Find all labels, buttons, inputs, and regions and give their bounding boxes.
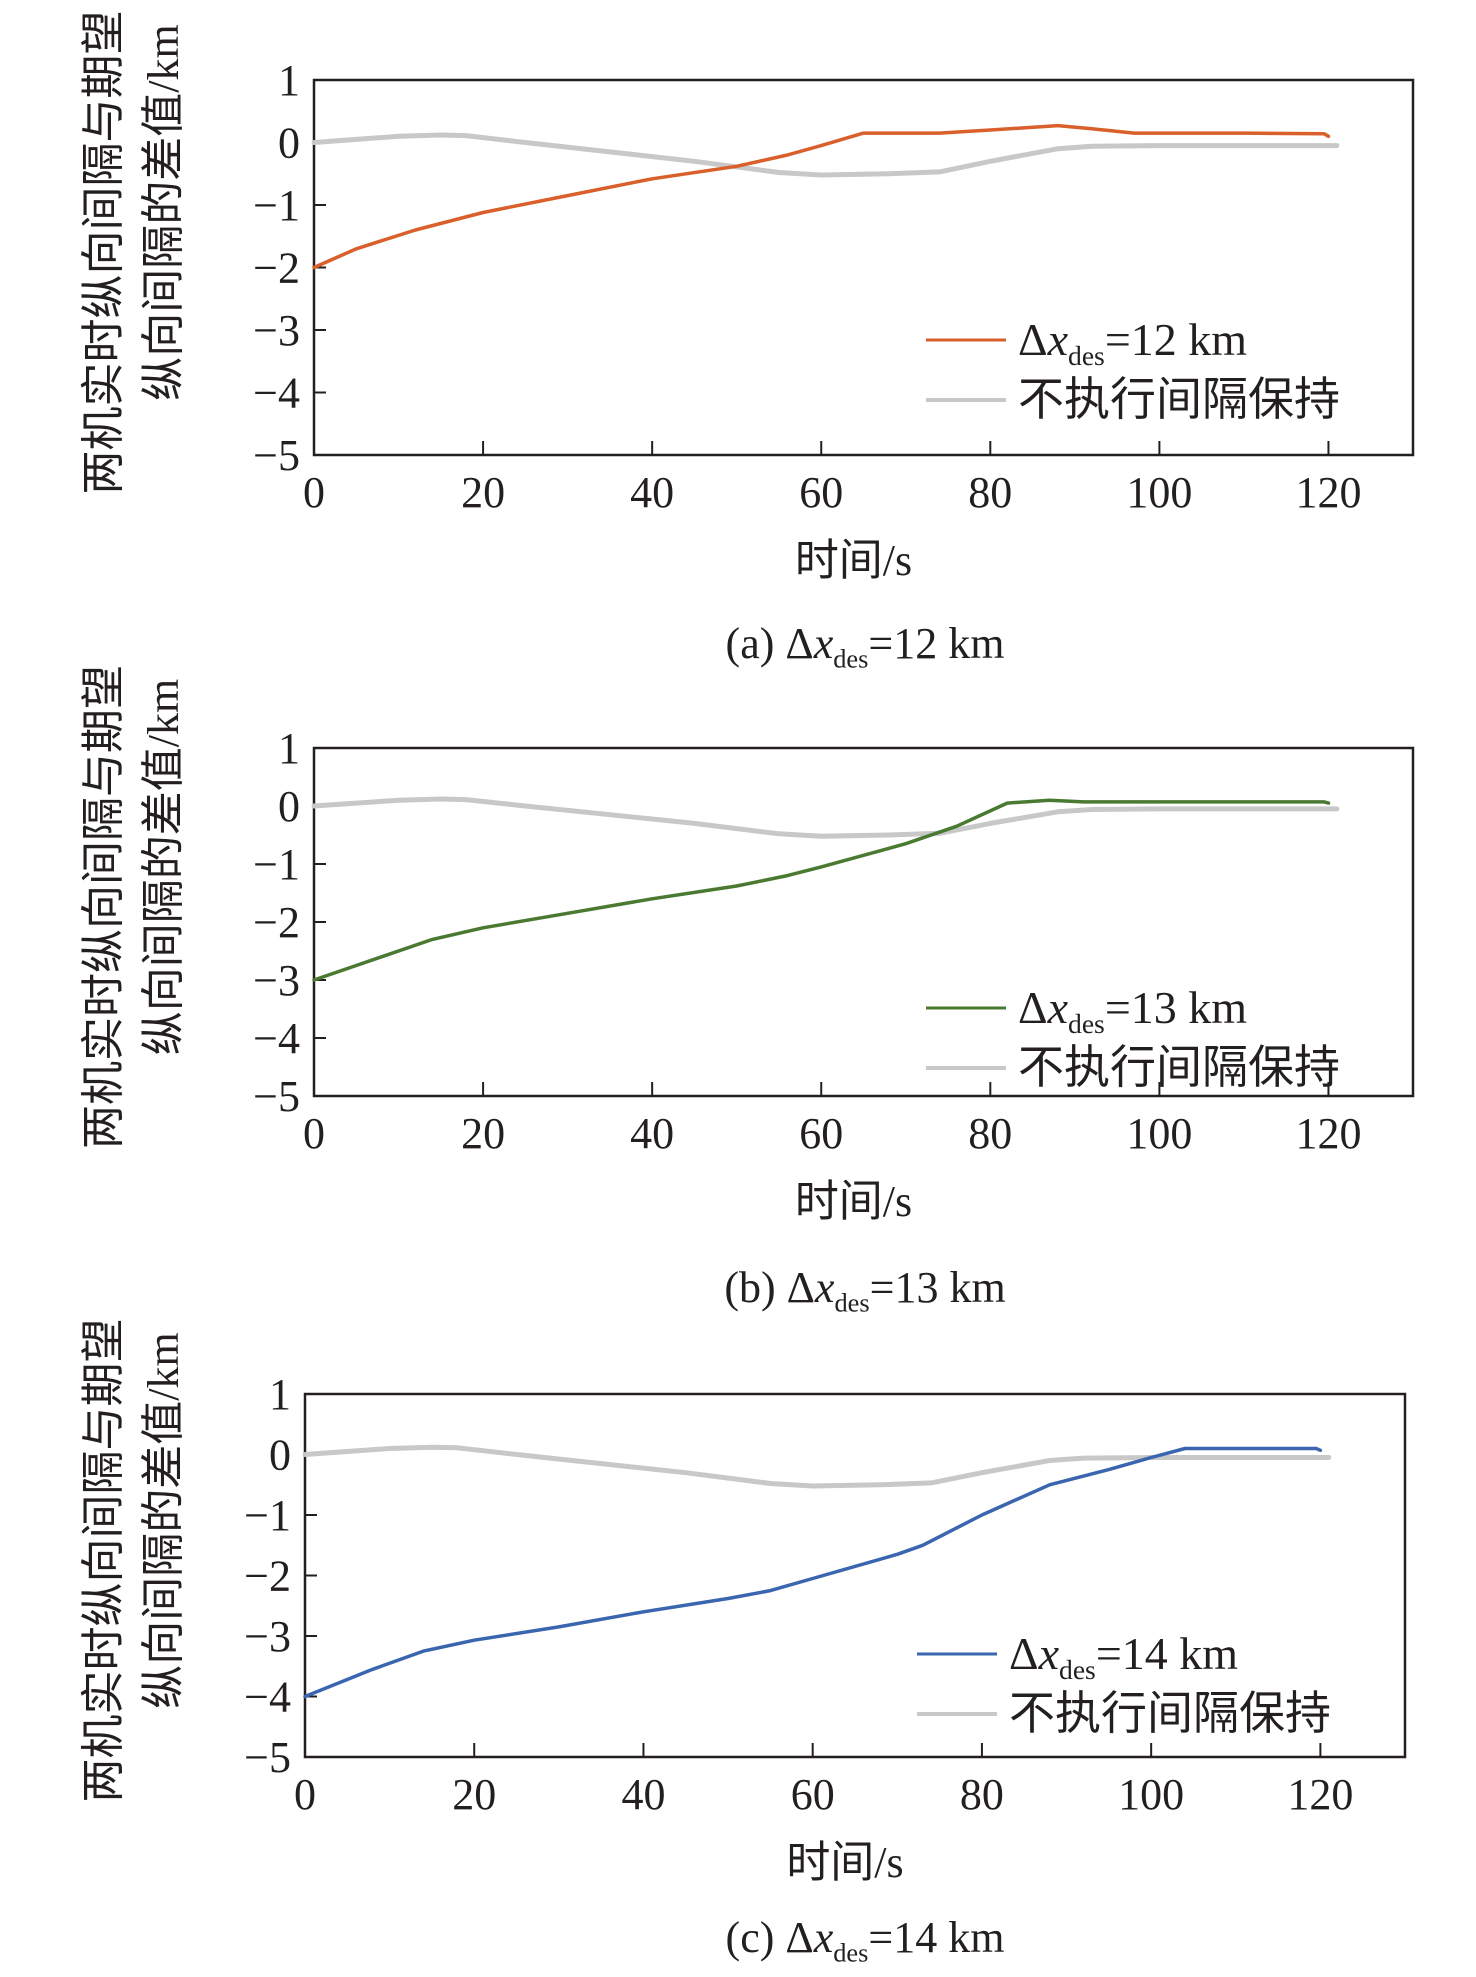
y-tick-label: −5 xyxy=(253,431,300,480)
legend-label-1: 不执行间隔保持 xyxy=(1018,374,1340,425)
y-tick-label: 0 xyxy=(278,782,300,831)
x-tick-label: 40 xyxy=(630,468,674,517)
chart-panel-1: 0 20 40 60 80 100 120 1 0 −1 −2 −3 −4 −5 时间/s 两机实时纵向间隔与… xyxy=(79,665,1415,1318)
subfigure-caption-suffix: =13 km xyxy=(870,1263,1006,1312)
x-tick-label: 100 xyxy=(1126,1109,1192,1158)
y-tick-label: −3 xyxy=(253,956,300,1005)
y-tick-label: −4 xyxy=(244,1673,291,1722)
legend-label-0-suffix: =12 km xyxy=(1105,314,1247,365)
legend-label-0-subscript: des xyxy=(1059,1654,1096,1685)
subfigure-caption: (a) Δxdes=12 km xyxy=(726,619,1005,674)
x-tick-label: 20 xyxy=(461,468,505,517)
y-tick-label: −1 xyxy=(253,840,300,889)
x-tick-label: 40 xyxy=(630,1109,674,1158)
legend-label-0: Δxdes=12 km xyxy=(1018,314,1247,371)
legend-label-0: Δxdes=14 km xyxy=(1009,1628,1238,1685)
legend-label-0-prefix: Δ xyxy=(1009,1628,1039,1679)
y-tick-label: 0 xyxy=(269,1431,291,1480)
x-tick-label: 0 xyxy=(303,1109,325,1158)
x-tick-label: 0 xyxy=(303,468,325,517)
chart-panel-2: 0 20 40 60 80 100 120 1 0 −1 −2 −3 −4 −5 时间/s 两机实时纵向间隔与… xyxy=(79,1319,1407,1968)
y-tick-label: −4 xyxy=(253,369,300,418)
series-line-1 xyxy=(302,1444,1332,1489)
legend-label-1: 不执行间隔保持 xyxy=(1018,1042,1340,1093)
x-tick-label: 120 xyxy=(1295,1109,1361,1158)
x-tick-label: 20 xyxy=(461,1109,505,1158)
x-tick-label: 80 xyxy=(968,468,1012,517)
y-tick-label: −1 xyxy=(244,1491,291,1540)
legend-label-0-var: x xyxy=(1047,314,1069,365)
subfigure-caption: (b) Δxdes=13 km xyxy=(724,1263,1005,1318)
legend-label-0: Δxdes=13 km xyxy=(1018,982,1247,1039)
subfigure-caption-prefix: (c) Δ xyxy=(726,1913,814,1962)
x-tick-label: 120 xyxy=(1287,1770,1353,1819)
series-line-1 xyxy=(311,132,1340,178)
subfigure-caption-var: x xyxy=(813,1913,834,1962)
y-axis-label-line1: 两机实时纵向间隔与期望 xyxy=(79,665,128,1149)
y-tick-label: 1 xyxy=(269,1370,291,1419)
y-axis-label-line1: 两机实时纵向间隔与期望 xyxy=(79,11,128,495)
x-tick-label: 100 xyxy=(1126,468,1192,517)
x-axis-label: 时间/s xyxy=(795,1177,912,1226)
y-tick-label: −5 xyxy=(244,1733,291,1782)
subfigure-caption-subscript: des xyxy=(833,1938,868,1968)
subfigure-caption-var: x xyxy=(813,619,834,668)
series-line-1 xyxy=(311,796,1340,839)
legend-label-0-suffix: =14 km xyxy=(1096,1628,1238,1679)
subfigure-caption-prefix: (b) Δ xyxy=(724,1263,815,1312)
y-tick-label: −3 xyxy=(253,306,300,355)
x-tick-label: 120 xyxy=(1295,468,1361,517)
x-tick-label: 60 xyxy=(791,1770,835,1819)
x-tick-label: 100 xyxy=(1118,1770,1184,1819)
y-tick-label: 1 xyxy=(278,724,300,773)
y-axis-label-line1: 两机实时纵向间隔与期望 xyxy=(79,1319,128,1803)
x-tick-label: 80 xyxy=(968,1109,1012,1158)
subfigure-caption-suffix: =12 km xyxy=(868,619,1004,668)
x-tick-label: 80 xyxy=(960,1770,1004,1819)
subfigure-caption-suffix: =14 km xyxy=(868,1913,1004,1962)
y-tick-label: −2 xyxy=(253,244,300,293)
x-tick-label: 60 xyxy=(799,468,843,517)
legend-label-0-subscript: des xyxy=(1068,340,1105,371)
subfigure-caption-prefix: (a) Δ xyxy=(726,619,814,668)
legend-label-0-prefix: Δ xyxy=(1018,314,1048,365)
subfigure-caption-var: x xyxy=(814,1263,835,1312)
series-line-0 xyxy=(303,1446,1323,1699)
y-tick-label: −2 xyxy=(244,1552,291,1601)
y-tick-label: −3 xyxy=(244,1612,291,1661)
legend-label-0-var: x xyxy=(1047,982,1069,1033)
y-tick-label: 0 xyxy=(278,119,300,168)
legend-label-1: 不执行间隔保持 xyxy=(1009,1688,1331,1739)
series-line-0 xyxy=(312,123,1331,270)
y-tick-label: −2 xyxy=(253,898,300,947)
y-axis-label-line2: 纵向间隔的差值/km xyxy=(139,679,188,1055)
y-tick-label: −4 xyxy=(253,1014,300,1063)
x-tick-label: 40 xyxy=(621,1770,665,1819)
y-axis-label-line2: 纵向间隔的差值/km xyxy=(139,1332,188,1708)
x-tick-label: 60 xyxy=(799,1109,843,1158)
y-tick-label: −5 xyxy=(253,1072,300,1121)
chart-panel-0: 0 20 40 60 80 100 120 1 0 −1 −2 −3 −4 −5 时间/s 两机实时纵向间隔与… xyxy=(79,11,1415,674)
legend-label-0-suffix: =13 km xyxy=(1105,982,1247,1033)
legend-label-0-prefix: Δ xyxy=(1018,982,1048,1033)
series-line-0 xyxy=(312,798,1331,982)
subfigure-caption-subscript: des xyxy=(834,1288,869,1318)
subfigure-caption: (c) Δxdes=14 km xyxy=(726,1913,1005,1968)
y-tick-label: 1 xyxy=(278,56,300,105)
x-tick-label: 20 xyxy=(452,1770,496,1819)
x-axis-label: 时间/s xyxy=(786,1838,903,1887)
legend-label-0-subscript: des xyxy=(1068,1008,1105,1039)
legend-label-0-var: x xyxy=(1038,1628,1060,1679)
x-tick-label: 0 xyxy=(294,1770,316,1819)
y-tick-label: −1 xyxy=(253,181,300,230)
subfigure-caption-subscript: des xyxy=(833,644,868,674)
x-axis-label: 时间/s xyxy=(795,536,912,585)
y-axis-label-line2: 纵向间隔的差值/km xyxy=(139,24,188,400)
